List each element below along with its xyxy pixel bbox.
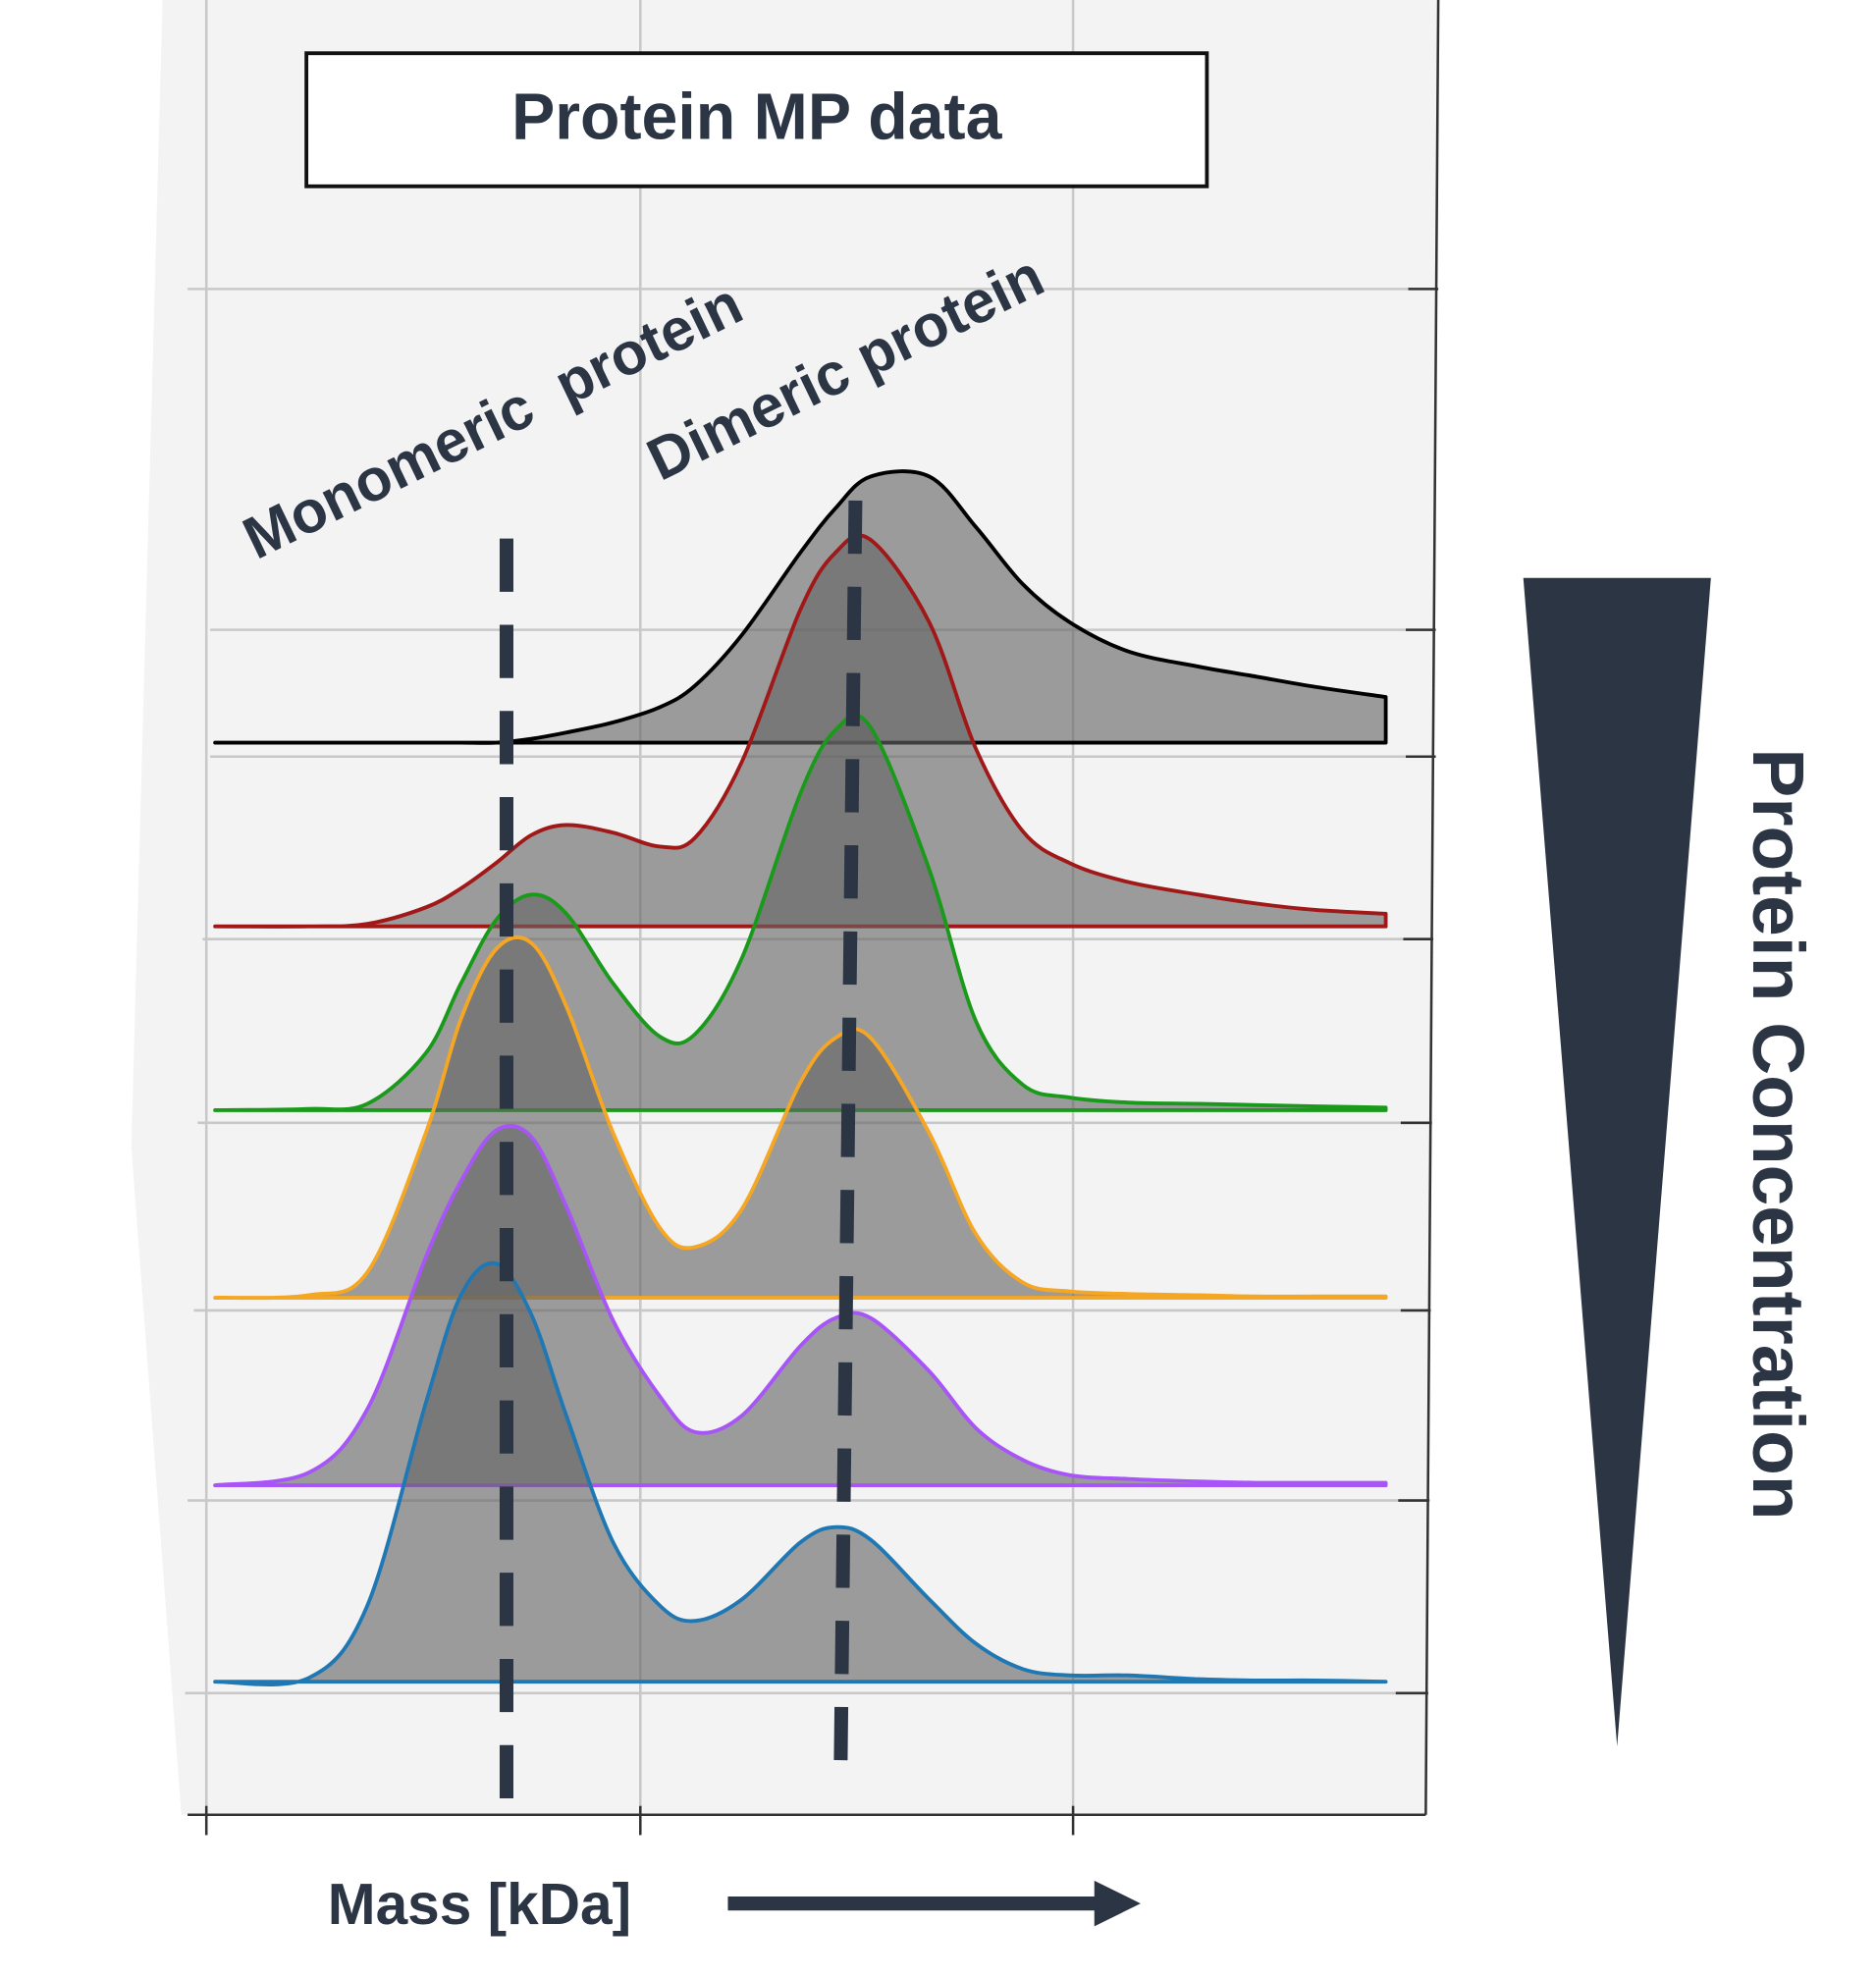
- right-axis: [1424, 0, 1440, 1815]
- y-axis-label: Protein Concentration: [1738, 748, 1818, 1520]
- x-arrow-head: [1094, 1880, 1141, 1927]
- axes: [188, 0, 1440, 1836]
- ridge: [213, 533, 1388, 929]
- concentration-wedge: [1523, 577, 1711, 1747]
- chart-title: Protein MP data: [511, 80, 1002, 153]
- dimer-line: [833, 500, 863, 1785]
- title-box: [304, 51, 1209, 188]
- x-axis-label: Mass [kDa]: [328, 1871, 631, 1936]
